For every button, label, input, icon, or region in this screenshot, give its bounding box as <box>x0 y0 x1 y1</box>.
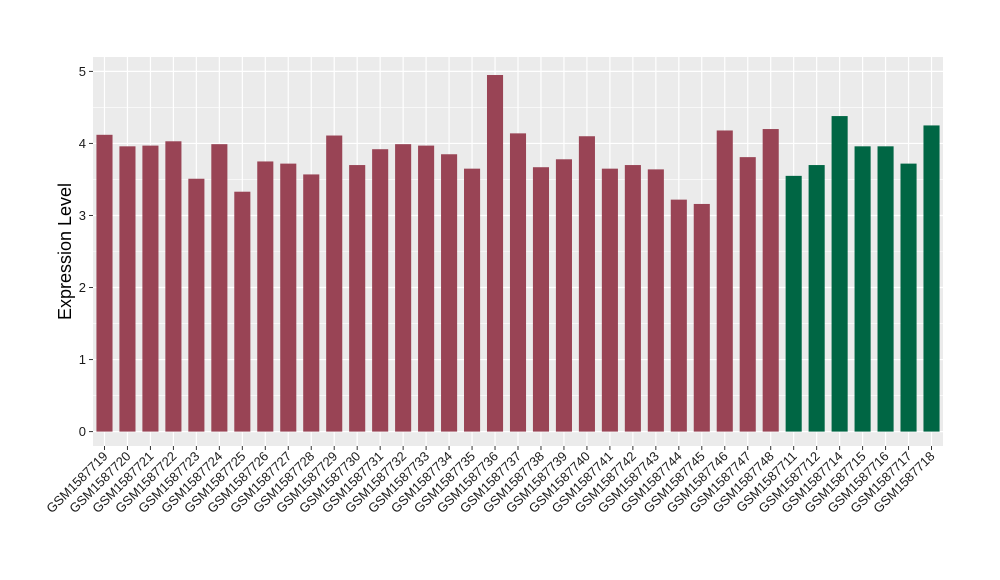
bar-gsm1587717 <box>900 163 917 432</box>
bar-gsm1587730 <box>349 165 366 432</box>
bar-gsm1587740 <box>578 136 595 432</box>
bar-gsm1587718 <box>923 125 940 432</box>
bar-gsm1587714 <box>831 116 848 432</box>
bar-gsm1587738 <box>532 167 550 432</box>
bar-gsm1587715 <box>854 146 871 432</box>
bar-series <box>96 75 940 432</box>
bar-gsm1587748 <box>762 129 779 432</box>
bar-gsm1587734 <box>441 154 458 432</box>
y-tick-label: 2 <box>79 280 86 295</box>
bar-gsm1587742 <box>624 165 641 432</box>
bar-gsm1587724 <box>211 144 228 432</box>
y-tick-label: 0 <box>79 424 86 439</box>
y-tick-label: 3 <box>79 208 86 223</box>
bar-gsm1587743 <box>647 169 664 432</box>
bar-gsm1587731 <box>372 149 389 432</box>
bar-gsm1587739 <box>555 159 572 432</box>
bar-gsm1587745 <box>693 203 710 432</box>
bar-gsm1587722 <box>165 141 182 432</box>
bar-gsm1587719 <box>96 134 113 432</box>
x-axis: GSM1587719GSM1587720GSM1587721GSM1587722… <box>43 446 938 516</box>
bar-gsm1587716 <box>877 146 894 432</box>
y-axis: 0 1 2 3 4 5 <box>79 64 93 439</box>
bar-gsm1587728 <box>303 174 320 432</box>
bar-gsm1587727 <box>280 163 297 432</box>
bar-gsm1587726 <box>257 161 274 432</box>
bar-gsm1587735 <box>464 168 481 432</box>
bar-gsm1587721 <box>142 145 159 432</box>
bar-gsm1587732 <box>395 144 412 432</box>
bar-gsm1587725 <box>234 191 251 432</box>
bar-gsm1587733 <box>418 145 435 432</box>
bar-gsm1587736 <box>486 75 504 432</box>
bar-gsm1587744 <box>670 199 687 432</box>
bar-gsm1587741 <box>601 168 618 432</box>
y-tick-label: 1 <box>79 352 86 367</box>
y-tick-label: 5 <box>79 64 86 79</box>
bar-gsm1587711 <box>785 175 802 432</box>
bar-gsm1587723 <box>188 178 205 432</box>
y-axis-title: Expression Level <box>55 183 75 320</box>
y-tick-label: 4 <box>79 136 86 151</box>
bar-gsm1587712 <box>808 165 825 432</box>
bar-gsm1587747 <box>739 157 756 432</box>
bar-gsm1587746 <box>716 130 733 432</box>
bar-gsm1587737 <box>509 133 527 432</box>
bar-gsm1587720 <box>119 146 136 432</box>
bar-gsm1587729 <box>326 135 343 432</box>
